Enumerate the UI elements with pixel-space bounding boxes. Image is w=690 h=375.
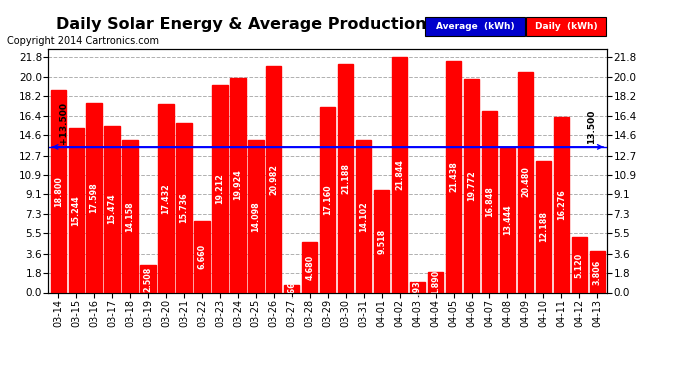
Bar [104, 126, 120, 292]
Bar [446, 61, 461, 292]
Bar [213, 85, 228, 292]
Text: 21.844: 21.844 [395, 159, 404, 190]
Text: 19.772: 19.772 [467, 171, 476, 201]
Text: 15.474: 15.474 [108, 194, 117, 224]
Text: 15.244: 15.244 [72, 195, 81, 226]
Text: 16.848: 16.848 [485, 186, 494, 217]
Text: 13.500: 13.500 [587, 109, 596, 144]
Bar [554, 117, 569, 292]
Text: 4.680: 4.680 [305, 255, 314, 280]
Bar [140, 266, 156, 292]
Text: 18.800: 18.800 [54, 176, 63, 207]
Text: Average  (kWh): Average (kWh) [436, 22, 514, 31]
Text: 15.736: 15.736 [179, 192, 188, 223]
Text: Daily  (kWh): Daily (kWh) [535, 22, 598, 31]
Text: 19.924: 19.924 [233, 170, 242, 200]
Bar [230, 78, 246, 292]
Bar [177, 123, 192, 292]
Bar [374, 190, 389, 292]
Bar [302, 242, 317, 292]
Text: 0.932: 0.932 [413, 275, 422, 300]
Text: 5.120: 5.120 [575, 252, 584, 278]
Text: 9.518: 9.518 [377, 228, 386, 254]
Bar [392, 57, 407, 292]
Text: 20.982: 20.982 [269, 164, 278, 195]
Bar [428, 272, 443, 292]
Bar [159, 105, 174, 292]
Text: Daily Solar Energy & Average Production Mon Apr 14 06:42: Daily Solar Energy & Average Production … [56, 17, 593, 32]
Text: 19.212: 19.212 [215, 174, 224, 204]
Bar [410, 282, 425, 292]
Text: 0.664: 0.664 [287, 276, 296, 302]
Bar [356, 140, 371, 292]
Bar [248, 141, 264, 292]
Text: 21.438: 21.438 [449, 162, 458, 192]
Text: 14.158: 14.158 [126, 201, 135, 231]
Text: 3.806: 3.806 [593, 260, 602, 285]
Text: 6.660: 6.660 [197, 244, 206, 269]
Text: 17.432: 17.432 [161, 183, 170, 214]
Text: 2.508: 2.508 [144, 266, 152, 292]
Bar [464, 79, 479, 292]
Text: 21.188: 21.188 [342, 163, 351, 194]
Bar [500, 147, 515, 292]
Bar [50, 90, 66, 292]
Bar [195, 220, 210, 292]
Text: 20.480: 20.480 [521, 166, 530, 198]
Bar [284, 285, 299, 292]
Bar [590, 252, 605, 292]
Text: 12.188: 12.188 [539, 211, 548, 242]
Text: +13.500: +13.500 [59, 102, 68, 144]
Text: 16.276: 16.276 [557, 189, 566, 220]
Text: 1.890: 1.890 [431, 270, 440, 295]
Bar [122, 140, 138, 292]
Bar [320, 107, 335, 292]
Bar [572, 237, 587, 292]
Bar [68, 128, 83, 292]
Text: 13.444: 13.444 [503, 205, 512, 236]
Bar [535, 161, 551, 292]
Text: 14.102: 14.102 [359, 201, 368, 232]
Bar [266, 66, 282, 292]
Bar [86, 103, 101, 292]
Bar [338, 64, 353, 292]
Text: 17.598: 17.598 [90, 182, 99, 213]
Bar [482, 111, 497, 292]
Bar [518, 72, 533, 292]
Text: Copyright 2014 Cartronics.com: Copyright 2014 Cartronics.com [7, 36, 159, 46]
Text: 14.098: 14.098 [251, 201, 260, 232]
Text: 17.160: 17.160 [323, 184, 333, 215]
